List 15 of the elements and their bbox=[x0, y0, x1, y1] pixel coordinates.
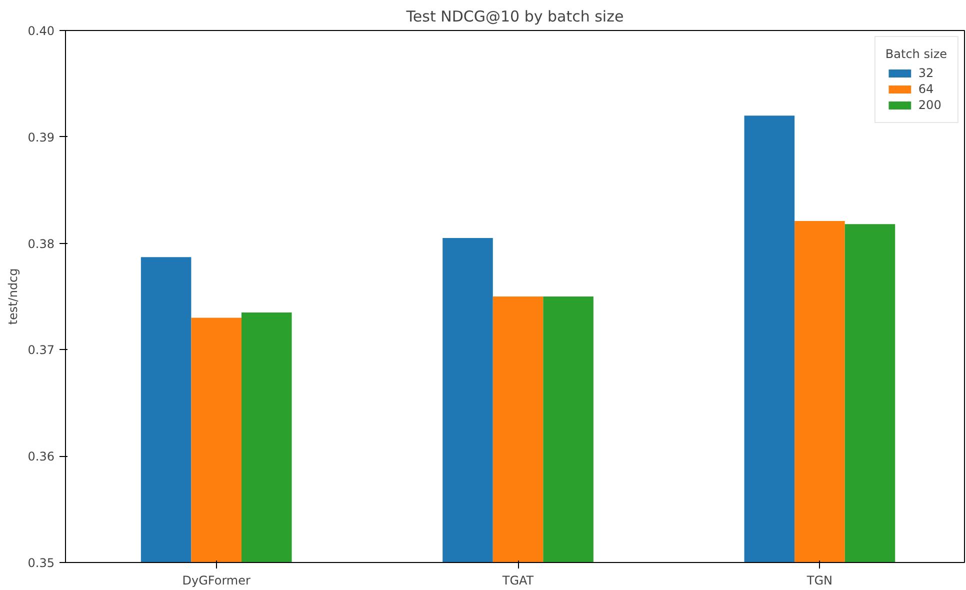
y-tick-label: 0.37 bbox=[28, 343, 54, 358]
legend-label: 64 bbox=[918, 82, 935, 96]
x-tick-label: DyGFormer bbox=[182, 574, 250, 588]
legend-title: Batch size bbox=[885, 47, 947, 61]
y-tick-label: 0.36 bbox=[28, 450, 54, 464]
y-tick-label: 0.38 bbox=[28, 236, 54, 251]
y-tick-label: 0.39 bbox=[28, 130, 54, 144]
y-tick-label: 0.35 bbox=[28, 556, 54, 570]
y-tick-label: 0.40 bbox=[28, 24, 54, 38]
x-tick-label: TGN bbox=[806, 574, 832, 588]
legend-label: 32 bbox=[918, 66, 935, 80]
x-tick-label: TGAT bbox=[501, 574, 534, 588]
y-axis-title: test/ndcg bbox=[6, 268, 20, 325]
legend-label: 200 bbox=[918, 98, 942, 112]
chart-title: Test NDCG@10 by batch size bbox=[405, 8, 624, 26]
